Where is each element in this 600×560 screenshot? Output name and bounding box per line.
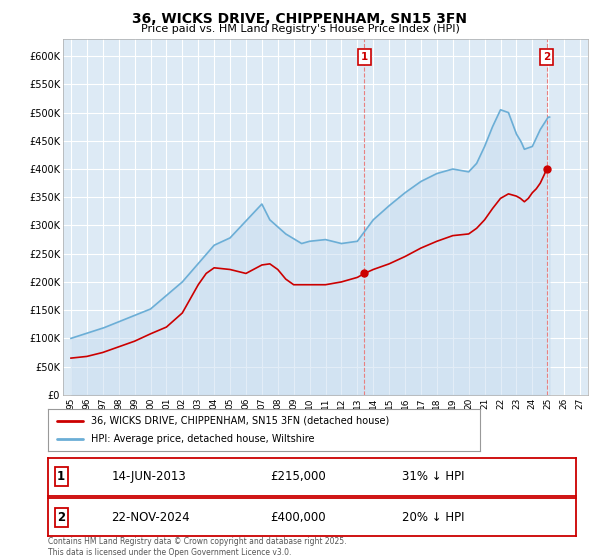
Text: 31% ↓ HPI: 31% ↓ HPI xyxy=(402,470,464,483)
Text: 1: 1 xyxy=(57,470,65,483)
Text: 20% ↓ HPI: 20% ↓ HPI xyxy=(402,511,464,524)
Text: £215,000: £215,000 xyxy=(270,470,326,483)
Text: 36, WICKS DRIVE, CHIPPENHAM, SN15 3FN (detached house): 36, WICKS DRIVE, CHIPPENHAM, SN15 3FN (d… xyxy=(91,416,389,426)
Text: 36, WICKS DRIVE, CHIPPENHAM, SN15 3FN: 36, WICKS DRIVE, CHIPPENHAM, SN15 3FN xyxy=(133,12,467,26)
Text: Price paid vs. HM Land Registry's House Price Index (HPI): Price paid vs. HM Land Registry's House … xyxy=(140,24,460,34)
Text: 2: 2 xyxy=(57,511,65,524)
Text: 14-JUN-2013: 14-JUN-2013 xyxy=(112,470,186,483)
Text: 22-NOV-2024: 22-NOV-2024 xyxy=(112,511,190,524)
Text: Contains HM Land Registry data © Crown copyright and database right 2025.
This d: Contains HM Land Registry data © Crown c… xyxy=(48,537,347,557)
Text: 1: 1 xyxy=(361,52,368,62)
Text: 2: 2 xyxy=(543,52,550,62)
Text: HPI: Average price, detached house, Wiltshire: HPI: Average price, detached house, Wilt… xyxy=(91,434,314,444)
Text: £400,000: £400,000 xyxy=(270,511,325,524)
